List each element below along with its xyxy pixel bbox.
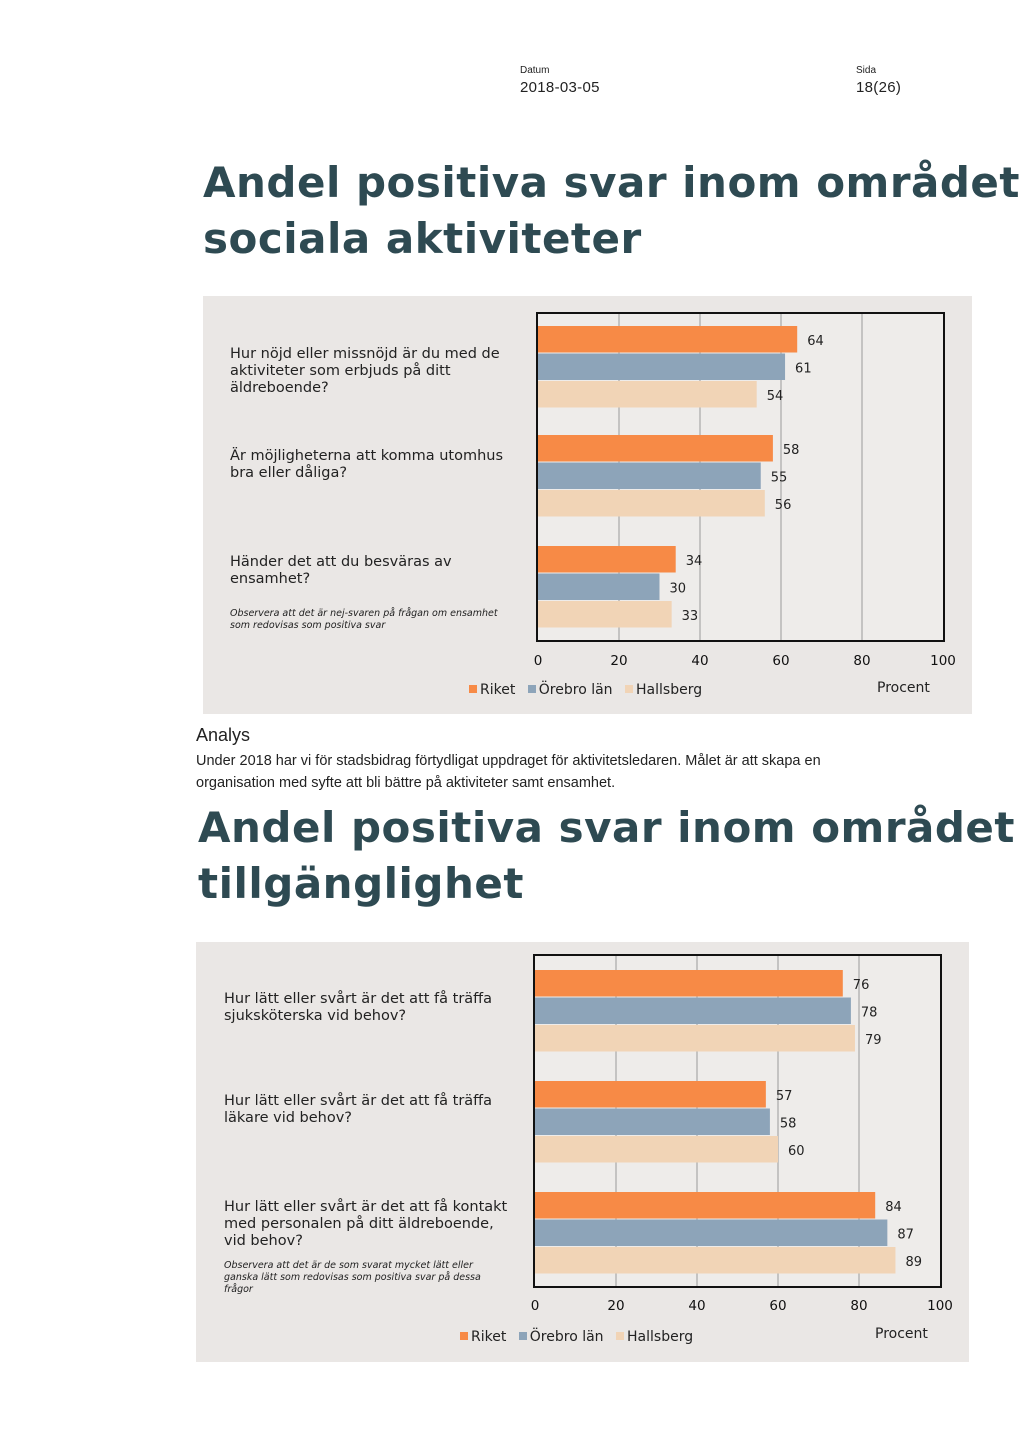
chart1-question-1: Hur nöjd eller missnöjd är du med de akt…: [230, 346, 500, 396]
chart1-bar: [538, 573, 660, 600]
legend-swatch-riket: [469, 685, 477, 693]
chart1-data-label: 58: [783, 443, 800, 458]
chart2-xtick-0: 0: [530, 1298, 540, 1314]
chart2-data-label: 60: [788, 1144, 805, 1159]
chart2-bar: [535, 1025, 855, 1052]
chart2-note: Observera att det är de som svarat mycke…: [224, 1260, 481, 1295]
chart1-data-label: 34: [686, 554, 703, 569]
chart2-question-3: Hur lätt eller svårt är det att få konta…: [224, 1199, 508, 1249]
chart2-data-label: 79: [865, 1033, 882, 1048]
chart1-panel: Hur nöjd eller missnöjd är du med de akt…: [203, 296, 972, 714]
chart1-xtick-60: 60: [772, 653, 790, 669]
analysis-text: Under 2018 har vi för stadsbidrag förtyd…: [196, 753, 821, 791]
chart1-bar: [538, 381, 757, 408]
chart2-bar: [535, 1136, 778, 1163]
chart1-data-label: 54: [767, 389, 784, 404]
legend-swatch-orebro: [527, 685, 536, 693]
section2-heading-line2: tillgänglighet: [198, 859, 524, 908]
chart1-data-label: 56: [775, 498, 792, 513]
chart1-question-2: Är möjligheterna att komma utomhus bra e…: [230, 448, 504, 481]
legend-label-riket: Riket: [471, 1329, 507, 1345]
chart2-bar: [535, 997, 851, 1024]
chart2-data-label: 57: [776, 1089, 793, 1104]
legend-label-orebro: Örebro län: [529, 1329, 604, 1345]
chart2-data-label: 76: [853, 978, 870, 993]
section1-heading-line1: Andel positiva svar inom området: [203, 158, 1020, 207]
legend-label-orebro: Örebro län: [538, 682, 613, 698]
chart2-bar: [535, 1247, 896, 1274]
page-value: 18(26): [856, 79, 902, 96]
chart1-data-label: 30: [670, 581, 687, 596]
chart2-plot-frame: 76 78 79 57 58 60 84 87 89: [533, 954, 942, 1288]
legend-swatch-riket: [460, 1332, 468, 1340]
chart2-panel: Hur lätt eller svårt är det att få träff…: [196, 942, 969, 1362]
chart2-legend: Riket Örebro län Hallsberg: [452, 1329, 693, 1345]
page-label: Sida: [856, 65, 877, 76]
chart1-xlabel: Procent: [877, 680, 930, 696]
chart1-bar: [538, 435, 773, 462]
chart2-xtick-80: 80: [850, 1298, 868, 1314]
analysis-title: Analys: [196, 725, 251, 745]
chart1-data-label: 33: [682, 609, 699, 624]
chart1-bar: [538, 601, 672, 628]
section1-heading-line2: sociala aktiviteter: [203, 214, 642, 263]
chart2-question-1: Hur lätt eller svårt är det att få träff…: [224, 991, 493, 1024]
chart2-data-label: 89: [905, 1255, 922, 1270]
chart1-bar: [538, 546, 676, 573]
chart2-bar: [535, 1219, 888, 1246]
legend-swatch-hallsberg: [616, 1332, 625, 1340]
chart2-data-label: 87: [897, 1227, 914, 1242]
chart2-bar: [535, 970, 843, 997]
legend-label-riket: Riket: [480, 682, 516, 698]
chart1-note: Observera att det är nej-svaren på fråga…: [230, 608, 498, 631]
chart1-plot: 64 61 54 58 55 56 34 30 33: [538, 314, 863, 640]
chart2-xtick-100: 100: [927, 1298, 953, 1314]
legend-label-hallsberg: Hallsberg: [627, 1329, 694, 1345]
legend-label-hallsberg: Hallsberg: [636, 682, 703, 698]
chart2-bar: [535, 1192, 876, 1219]
legend-swatch-orebro: [518, 1332, 527, 1340]
chart1-legend: Riket Örebro län Hallsberg: [461, 682, 702, 698]
chart1-bar: [538, 462, 761, 489]
chart1-bar: [538, 353, 786, 380]
chart1-bar: [538, 490, 765, 517]
chart2-data-label: 58: [780, 1116, 797, 1131]
chart1-xtick-20: 20: [610, 653, 628, 669]
date-label: Datum: [520, 65, 550, 76]
chart1-xtick-80: 80: [853, 653, 871, 669]
chart1-question-3: Händer det att du besväras av ensamhet?: [230, 554, 452, 587]
chart2-data-label: 78: [861, 1005, 878, 1020]
legend-swatch-hallsberg: [625, 685, 634, 693]
chart2-xlabel: Procent: [875, 1326, 928, 1342]
chart2-plot: 76 78 79 57 58 60 84 87 89: [535, 956, 922, 1286]
chart2-question-2: Hur lätt eller svårt är det att få träff…: [224, 1093, 493, 1126]
chart2-xtick-20: 20: [607, 1298, 625, 1314]
date-value: 2018-03-05: [520, 79, 600, 96]
chart1-xtick-0: 0: [533, 653, 543, 669]
chart1-xtick-100: 100: [930, 653, 956, 669]
chart2-bar: [535, 1081, 766, 1108]
chart1-bar: [538, 326, 798, 353]
chart2-xtick-40: 40: [688, 1298, 706, 1314]
chart2-xtick-60: 60: [769, 1298, 787, 1314]
chart2-data-label: 84: [885, 1200, 902, 1215]
chart1-xtick-40: 40: [691, 653, 709, 669]
chart2-bar: [535, 1108, 770, 1135]
chart1-plot-frame: 64 61 54 58 55 56 34 30 33: [536, 312, 945, 642]
chart1-data-label: 61: [795, 361, 812, 376]
section2-heading-line1: Andel positiva svar inom området: [198, 803, 1015, 852]
chart1-data-label: 55: [771, 470, 788, 485]
chart1-data-label: 64: [807, 334, 824, 349]
